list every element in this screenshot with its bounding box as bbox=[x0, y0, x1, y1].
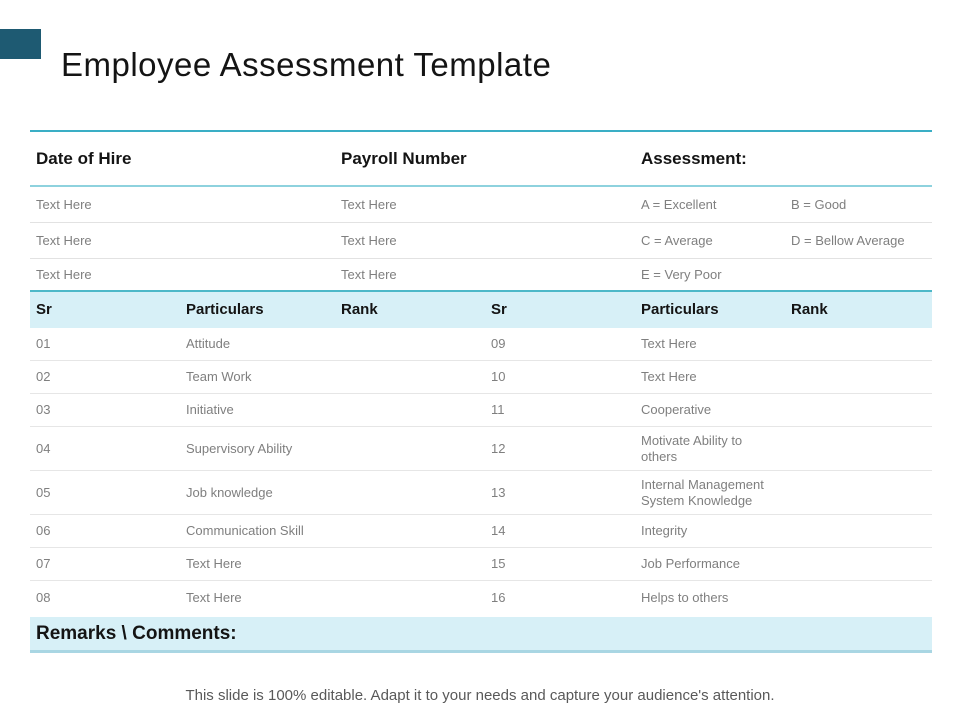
info-cell: A = Excellent bbox=[641, 196, 717, 212]
rank-cell bbox=[335, 596, 485, 600]
sr-cell: 14 bbox=[491, 523, 506, 538]
header-sr-right: Sr bbox=[491, 301, 507, 318]
rank-cell bbox=[335, 491, 485, 495]
header-payroll-number: Payroll Number bbox=[341, 148, 467, 168]
info-cell: Text Here bbox=[36, 196, 92, 212]
info-header-row: Date of Hire Payroll Number Assessment: bbox=[30, 132, 932, 187]
sr-cell: 07 bbox=[36, 556, 51, 571]
header-particulars-right: Particulars bbox=[641, 301, 719, 318]
rank-cell bbox=[785, 342, 932, 346]
particulars-cell: Motivate Ability to others bbox=[641, 432, 743, 464]
rank-cell bbox=[785, 447, 932, 451]
rank-cell bbox=[335, 408, 485, 412]
sr-cell: 12 bbox=[491, 440, 506, 456]
info-cell: E = Very Poor bbox=[641, 266, 722, 282]
rank-cell bbox=[785, 529, 932, 533]
info-row: Text Here Text Here A = Excellent B = Go… bbox=[30, 187, 932, 223]
header-rank-right: Rank bbox=[791, 301, 828, 318]
info-cell: Text Here bbox=[36, 266, 92, 282]
particulars-cell: Job Performance bbox=[641, 556, 740, 571]
rank-cell bbox=[785, 375, 932, 379]
rank-cell bbox=[335, 342, 485, 346]
table-row: 02 Team Work 10 Text Here bbox=[30, 361, 932, 394]
rank-cell bbox=[335, 375, 485, 379]
rank-cell bbox=[335, 447, 485, 451]
sr-cell: 05 bbox=[36, 484, 51, 500]
table-row: 07 Text Here 15 Job Performance bbox=[30, 548, 932, 581]
particulars-cell: Text Here bbox=[186, 556, 242, 571]
sr-cell: 03 bbox=[36, 402, 51, 417]
info-cell: Text Here bbox=[341, 266, 397, 282]
info-cell: C = Average bbox=[641, 232, 713, 248]
title-accent-square bbox=[0, 29, 41, 59]
assessment-table: Date of Hire Payroll Number Assessment: … bbox=[30, 130, 932, 653]
particulars-cell: Team Work bbox=[186, 369, 252, 384]
particulars-cell: Text Here bbox=[641, 336, 697, 351]
sr-cell: 09 bbox=[491, 336, 506, 351]
info-cell bbox=[785, 273, 932, 277]
sr-cell: 10 bbox=[491, 369, 506, 384]
particulars-cell: Text Here bbox=[186, 589, 242, 605]
info-row: Text Here Text Here C = Average D = Bell… bbox=[30, 223, 932, 259]
sr-cell: 08 bbox=[36, 589, 51, 605]
rank-cell bbox=[785, 562, 932, 566]
sr-cell: 06 bbox=[36, 523, 51, 538]
info-cell: D = Bellow Average bbox=[791, 232, 905, 248]
particulars-cell: Attitude bbox=[186, 336, 231, 351]
particulars-cell: Helps to others bbox=[641, 589, 729, 605]
rank-cell bbox=[335, 529, 485, 533]
info-cell: Text Here bbox=[36, 232, 92, 248]
page-title: Employee Assessment Template bbox=[61, 46, 552, 84]
particulars-cell: Integrity bbox=[641, 523, 688, 538]
particulars-cell: Communication Skill bbox=[186, 523, 304, 538]
sr-cell: 13 bbox=[491, 484, 506, 500]
sr-cell: 11 bbox=[491, 402, 505, 417]
particulars-cell: Job knowledge bbox=[186, 484, 273, 500]
sr-cell: 01 bbox=[36, 336, 51, 351]
header-sr-left: Sr bbox=[36, 301, 52, 318]
footer-note: This slide is 100% editable. Adapt it to… bbox=[185, 687, 775, 704]
header-date-of-hire: Date of Hire bbox=[36, 148, 132, 168]
info-cell: Text Here bbox=[341, 196, 397, 212]
info-cell: B = Good bbox=[791, 196, 847, 212]
header-rank-left: Rank bbox=[341, 301, 378, 318]
sr-cell: 16 bbox=[491, 589, 506, 605]
rank-table-header-row: Sr Particulars Rank Sr Particulars Rank bbox=[30, 292, 932, 328]
sr-cell: 02 bbox=[36, 369, 51, 384]
header-assessment: Assessment: bbox=[641, 148, 747, 168]
table-row: 08 Text Here 16 Helps to others bbox=[30, 581, 932, 614]
rank-cell bbox=[785, 491, 932, 495]
table-row: 01 Attitude 09 Text Here bbox=[30, 328, 932, 361]
table-row: 04 Supervisory Ability 12 Motivate Abili… bbox=[30, 427, 932, 471]
particulars-cell: Cooperative bbox=[641, 402, 712, 417]
remarks-comments-label: Remarks \ Comments: bbox=[36, 622, 237, 644]
particulars-cell: Text Here bbox=[641, 369, 697, 384]
info-cell: Text Here bbox=[341, 232, 397, 248]
rank-cell bbox=[785, 408, 932, 412]
particulars-cell: Initiative bbox=[186, 402, 234, 417]
header-particulars-left: Particulars bbox=[186, 301, 264, 318]
info-row: Text Here Text Here E = Very Poor bbox=[30, 259, 932, 292]
rank-cell bbox=[785, 596, 932, 600]
table-row: 06 Communication Skill 14 Integrity bbox=[30, 515, 932, 548]
sr-cell: 04 bbox=[36, 440, 51, 456]
table-row: 03 Initiative 11 Cooperative bbox=[30, 394, 932, 427]
rank-cell bbox=[335, 562, 485, 566]
sr-cell: 15 bbox=[491, 556, 506, 571]
table-row: 05 Job knowledge 13 Internal Management … bbox=[30, 471, 932, 515]
remarks-comments-band: Remarks \ Comments: bbox=[30, 617, 932, 653]
particulars-cell: Internal Management System Knowledge bbox=[641, 476, 764, 508]
particulars-cell: Supervisory Ability bbox=[186, 440, 293, 456]
